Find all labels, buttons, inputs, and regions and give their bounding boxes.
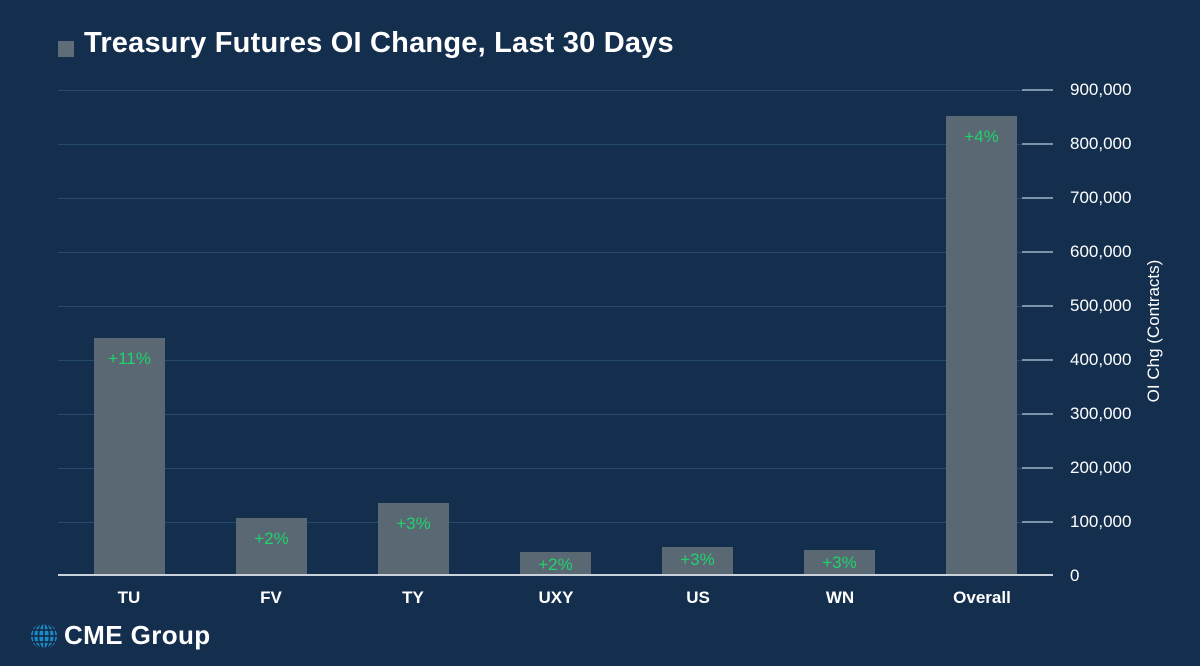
title-bullet-icon <box>58 41 74 57</box>
bar-pct-label: +3% <box>822 553 857 572</box>
gridline <box>58 198 1053 199</box>
bar-pct-label: +2% <box>538 555 573 574</box>
x-category-label-tu: TU <box>117 588 141 607</box>
x-category-label-us: US <box>686 588 710 607</box>
gridline <box>58 468 1053 469</box>
bar-wn: +3% <box>804 550 875 576</box>
gridline <box>58 522 1053 523</box>
chart-title: Treasury Futures OI Change, Last 30 Days <box>84 27 674 59</box>
bar-fv: +2% <box>236 518 307 576</box>
y-axis-tick <box>1022 467 1053 469</box>
y-axis-tick <box>1022 197 1053 199</box>
bar-tu: +11% <box>94 338 165 576</box>
y-axis-title: OI Chg (Contracts) <box>1144 259 1163 403</box>
bar-pct-label: +2% <box>254 529 289 548</box>
y-axis-tick <box>1022 413 1053 415</box>
bar-pct-label: +4% <box>964 127 999 146</box>
globe-icon <box>31 622 57 649</box>
y-tick-label: 800,000 <box>1070 134 1132 153</box>
y-axis-tick <box>1022 143 1053 145</box>
bar-pct-label: +3% <box>396 514 431 533</box>
y-axis-tick <box>1022 521 1053 523</box>
y-axis-tick <box>1022 305 1053 307</box>
y-tick-label: 100,000 <box>1070 512 1132 531</box>
y-axis-tick <box>1022 251 1053 253</box>
gridline <box>58 90 1053 91</box>
x-category-label-wn: WN <box>825 588 855 607</box>
bar-pct-label: +3% <box>680 550 715 569</box>
y-tick-label: 900,000 <box>1070 80 1132 99</box>
bar-overall: +4% <box>946 116 1017 576</box>
gridline <box>58 306 1053 307</box>
x-category-label-uxy: UXY <box>538 588 574 607</box>
y-tick-label: 300,000 <box>1070 404 1132 423</box>
bar-ty: +3% <box>378 503 449 576</box>
y-tick-label: 400,000 <box>1070 350 1132 369</box>
gridline <box>58 360 1053 361</box>
x-axis-line <box>58 574 1053 576</box>
bar-us: +3% <box>662 547 733 576</box>
gridline <box>58 144 1053 145</box>
y-tick-label: 700,000 <box>1070 188 1132 207</box>
y-tick-label: 200,000 <box>1070 458 1132 477</box>
x-category-label-ty: TY <box>402 588 424 607</box>
cme-group-logo: CME Group <box>30 620 211 651</box>
y-tick-label: 600,000 <box>1070 242 1132 261</box>
bar-uxy: +2% <box>520 552 591 576</box>
gridline <box>58 252 1053 253</box>
logo-text: CME Group <box>64 620 211 650</box>
y-tick-label: 0 <box>1070 566 1080 585</box>
y-axis-tick <box>1022 359 1053 361</box>
gridline <box>58 414 1053 415</box>
y-tick-label: 500,000 <box>1070 296 1132 315</box>
bar-pct-label: +11% <box>108 349 151 368</box>
x-category-label-fv: FV <box>260 588 282 607</box>
y-axis-tick <box>1022 89 1053 91</box>
x-category-label-overall: Overall <box>953 588 1011 607</box>
